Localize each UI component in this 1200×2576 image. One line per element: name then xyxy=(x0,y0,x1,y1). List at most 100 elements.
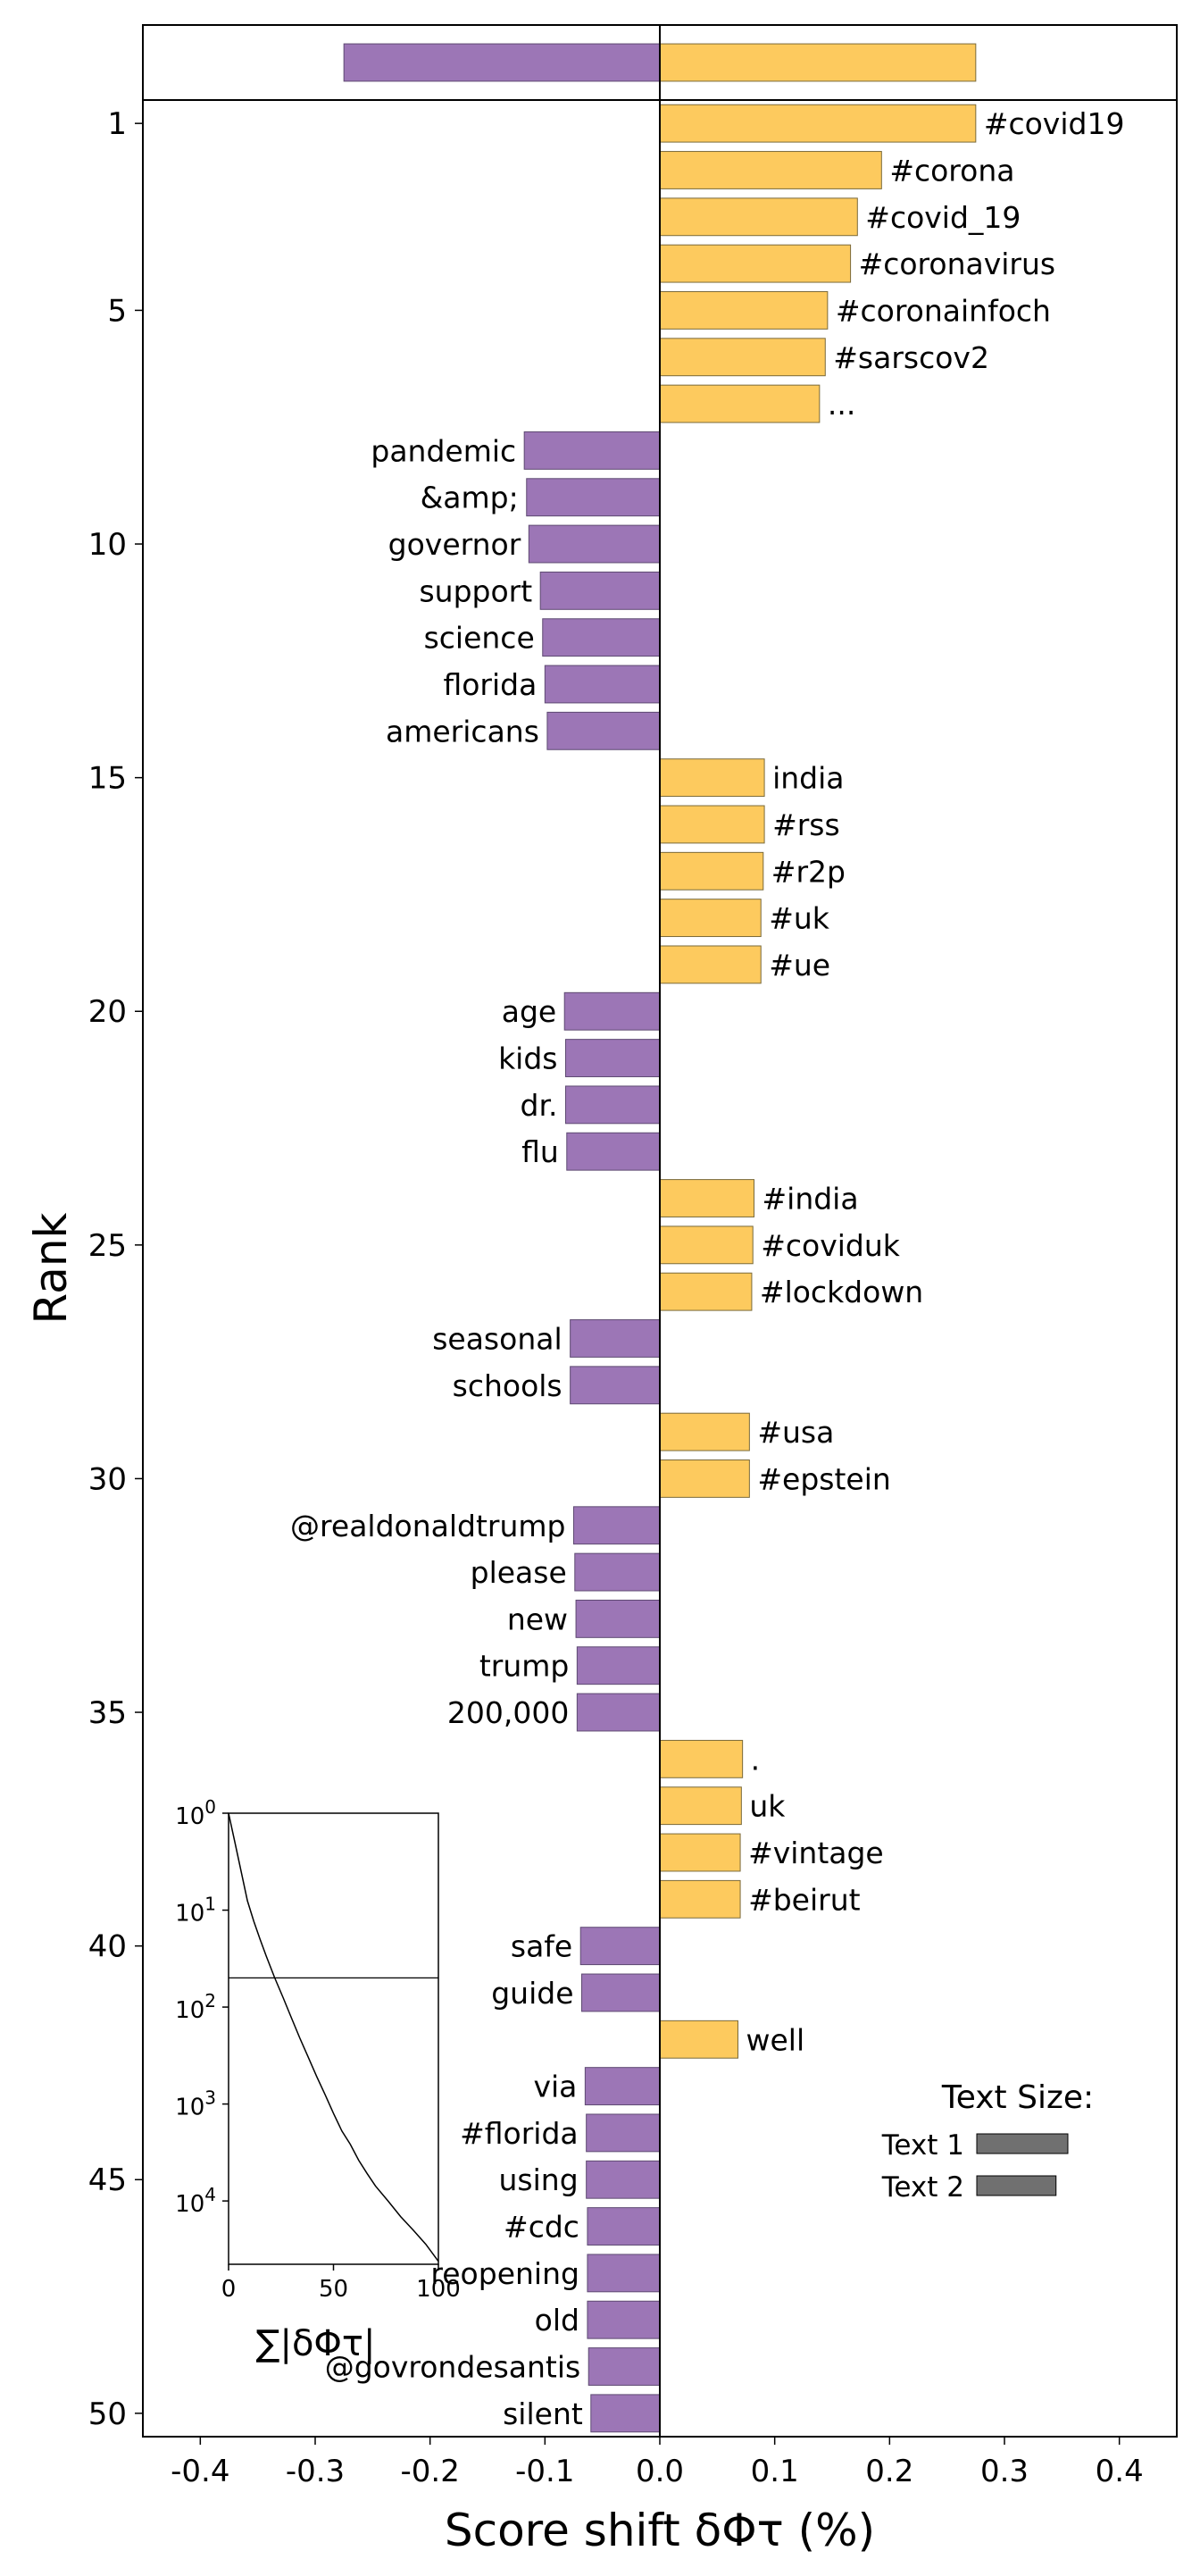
legend-size-swatch xyxy=(976,2133,1069,2154)
bar-rank-11 xyxy=(539,571,661,610)
bar-rank-13 xyxy=(544,665,661,704)
word-label-rank-8: pandemic xyxy=(371,433,516,468)
bar-rank-21 xyxy=(564,1039,661,1077)
word-label-rank-19: #ue xyxy=(769,948,830,983)
word-label-rank-5: #coronainfoch xyxy=(836,293,1051,328)
word-label-rank-47: reopening xyxy=(430,2256,579,2291)
word-label-rank-6: #sarscov2 xyxy=(833,340,989,375)
inset-x-axis-title: ∑|δΦτ| xyxy=(256,2323,376,2364)
y-tick-label: 30 xyxy=(88,1461,127,1497)
bar-rank-23 xyxy=(566,1132,661,1171)
bar-rank-5 xyxy=(659,291,829,330)
word-label-rank-23: flu xyxy=(521,1134,559,1169)
legend-title: Text Size: xyxy=(941,2079,1094,2116)
legend-size-swatch xyxy=(976,2175,1057,2196)
x-tick-label: 0.4 xyxy=(1096,2454,1144,2489)
word-label-rank-44: #florida xyxy=(460,2116,579,2151)
bar-rank-25 xyxy=(659,1225,754,1265)
y-tick-label: 35 xyxy=(88,1695,127,1731)
bar-rank-9 xyxy=(526,478,661,517)
word-label-rank-48: old xyxy=(535,2303,579,2338)
word-label-rank-24: #india xyxy=(762,1182,859,1217)
word-label-rank-38: #vintage xyxy=(748,1836,884,1870)
y-tick-label: 40 xyxy=(88,1929,127,1965)
word-label-rank-37: uk xyxy=(749,1789,786,1824)
word-label-rank-16: #rss xyxy=(772,807,840,842)
word-label-rank-11: support xyxy=(419,573,532,608)
bar-rank-4 xyxy=(659,244,852,283)
bar-rank-29 xyxy=(659,1412,750,1451)
bar-rank-40 xyxy=(579,1927,661,1966)
word-label-rank-30: #epstein xyxy=(757,1461,890,1496)
word-label-rank-42: well xyxy=(746,2022,804,2057)
word-label-rank-27: seasonal xyxy=(432,1321,562,1356)
inset-frame xyxy=(228,1812,439,2265)
bar-rank-30 xyxy=(659,1459,750,1498)
y-tick-label: 50 xyxy=(88,2396,127,2432)
word-label-rank-50: silent xyxy=(503,2396,583,2431)
bar-rank-42 xyxy=(659,2020,738,2059)
bar-rank-10 xyxy=(528,524,661,564)
word-label-rank-28: schools xyxy=(453,1368,562,1403)
word-label-rank-39: #beirut xyxy=(748,1882,861,1917)
word-label-rank-1: #covid19 xyxy=(984,106,1125,141)
bar-rank-33 xyxy=(575,1599,661,1638)
y-tick-label: 10 xyxy=(88,527,127,563)
inset-y-tick-label: 102 xyxy=(175,1990,216,2024)
word-label-rank-17: #r2p xyxy=(771,854,846,889)
y-tick-label: 25 xyxy=(88,1228,127,1264)
axes-layer: -0.4 -0.3 -0.2 -0.1 0.0 0.1 0.2 0.3 0.4151015202… xyxy=(25,24,1178,2556)
word-label-rank-33: new xyxy=(507,1602,568,1636)
x-tick-label: -0.1 xyxy=(515,2454,574,2489)
bar-rank-36 xyxy=(659,1739,744,1778)
bar-rank-24 xyxy=(659,1179,755,1217)
x-tick-label: -0.3 xyxy=(286,2454,345,2489)
y-tick-label: 20 xyxy=(88,994,127,1030)
word-label-rank-31: @realdonaldtrump xyxy=(290,1509,565,1543)
x-tick-label: 0.2 xyxy=(865,2454,913,2489)
bar-rank-46 xyxy=(587,2207,661,2246)
inset-y-tick-label: 104 xyxy=(175,2184,216,2218)
word-label-rank-41: guide xyxy=(491,1976,573,2011)
bar-rank-32 xyxy=(574,1552,661,1592)
bar-rank-39 xyxy=(659,1879,741,1919)
x-tick-label: -0.4 xyxy=(171,2454,229,2489)
word-label-rank-10: governor xyxy=(388,527,521,562)
word-label-rank-18: #uk xyxy=(769,901,830,936)
inset-y-tick-label: 103 xyxy=(175,2087,216,2121)
y-tick-label: 1 xyxy=(107,106,127,142)
x-tick-label: 0.0 xyxy=(636,2454,684,2489)
legend-entry-label: Text 2 xyxy=(881,2171,964,2204)
inset-y-tick-exponent: 0 xyxy=(204,1796,216,1818)
word-label-rank-2: #corona xyxy=(889,153,1014,188)
word-label-rank-49: @govrondesantis xyxy=(325,2350,581,2385)
bar-rank-7 xyxy=(659,384,821,423)
bar-rank-14 xyxy=(546,711,661,750)
bar-rank-6 xyxy=(659,338,826,377)
word-label-rank-9: &amp; xyxy=(421,481,519,515)
bar-rank-37 xyxy=(659,1786,742,1826)
total-bar-positive xyxy=(659,43,977,82)
total-bar-negative xyxy=(343,43,661,82)
inset-y-tick-exponent: 1 xyxy=(204,1894,216,1915)
inset-y-tick-exponent: 2 xyxy=(204,1990,216,2011)
word-label-rank-15: india xyxy=(772,761,844,796)
bar-rank-15 xyxy=(659,758,765,798)
inset-y-tick-base: 10 xyxy=(175,2095,204,2121)
bar-rank-16 xyxy=(659,805,765,844)
y-tick-label: 15 xyxy=(88,761,127,797)
legend-layer: Text Size: Text 1 Text 2 xyxy=(881,2079,1094,2204)
word-label-rank-40: safe xyxy=(511,1929,572,1964)
word-label-rank-12: science xyxy=(424,621,535,656)
bar-rank-3 xyxy=(659,197,858,237)
bar-rank-41 xyxy=(581,1973,661,2012)
inset-y-tick-base: 10 xyxy=(175,2191,204,2218)
bar-rank-27 xyxy=(570,1319,661,1358)
inset-y-tick-label: 100 xyxy=(175,1796,216,1830)
inset-y-tick-label: 101 xyxy=(175,1894,216,1928)
bar-rank-22 xyxy=(564,1085,661,1125)
x-axis-title: Score shift δΦτ (%) xyxy=(445,2505,875,2556)
bar-rank-19 xyxy=(659,945,762,984)
